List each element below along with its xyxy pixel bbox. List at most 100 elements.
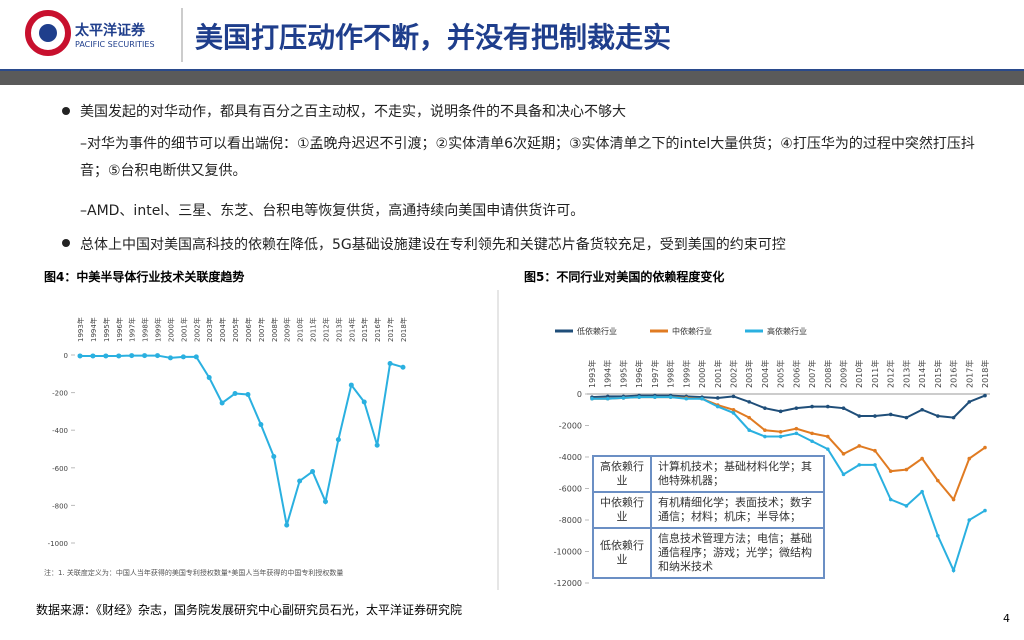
chart-title: 图4：中美半导体行业技术关联度趋势 [44,270,245,284]
point [778,409,783,414]
sub-bullet: –对华为事件的细节可以看出端倪：①孟晚舟迟迟不引渡；②实体清单6次延期；③实体清… [80,131,990,185]
x-tick-label: 1996年 [634,360,644,388]
point [387,360,393,366]
x-tick-label: 2009年 [839,360,849,388]
point [400,364,406,370]
point [936,414,940,418]
sub-bullet: –AMD、intel、三星、东芝、台积电等恢复供货，高通持续向美国申请供货许可。 [80,198,584,225]
chart-note: 注：1. 关联度定义为：中国人当年获得的美国专利授权数量*美国人当年获得的中国专… [44,569,344,577]
point [857,414,862,418]
series-line [80,354,404,526]
x-tick-label: 2010年 [296,317,305,342]
x-tick-label: 1994年 [89,317,98,342]
header-bar [0,70,1024,85]
x-tick-label: 1997年 [650,360,660,388]
x-tick-label: 2006年 [244,317,253,342]
x-tick-label: 2015年 [933,360,943,388]
point [763,428,767,433]
point [167,355,173,361]
x-tick-label: 2001年 [713,360,723,388]
bullet-dot [62,239,70,247]
point [826,404,830,409]
x-tick-label: 2008年 [823,360,833,388]
x-tick-label: 2018年 [980,360,990,388]
point [904,504,909,508]
point [142,353,148,359]
point [810,404,814,409]
point [590,396,594,401]
dash: – [80,136,87,152]
x-tick-label: 2015年 [360,317,369,342]
x-tick-label: 2005年 [231,317,240,342]
point [731,407,736,412]
point [103,353,109,359]
point [129,353,135,359]
point [116,353,122,359]
point [873,463,877,467]
x-tick-label: 2009年 [283,317,292,342]
page-number: 4 [1003,612,1010,625]
x-tick-label: 2000年 [166,317,175,342]
point [841,472,846,477]
x-tick-label: 2016年 [949,360,959,388]
point [983,508,987,513]
table-label: 低依赖行业 [592,527,652,579]
point [258,422,264,428]
point [873,414,877,418]
x-tick-label: 1998年 [141,317,150,342]
x-tick-label: 2016年 [373,317,382,342]
point [763,434,767,439]
point [605,396,610,401]
point [653,395,657,399]
y-tick-label: -10000 [554,548,582,557]
legend-label: 高依赖行业 [767,326,807,336]
x-tick-label: 1993年 [76,317,85,342]
logo-subname: PACIFIC SECURITIES [75,40,155,49]
logo-ring [25,10,71,56]
point [348,382,354,388]
point [904,415,909,420]
x-tick-label: 1999年 [154,317,163,342]
point [951,415,956,420]
x-tick-label: 2018年 [399,317,408,342]
bullet: 美国发起的对华动作，都具有百分之百主动权，不走实，说明条件的不具备和决心不够大 [80,104,626,120]
x-tick-label: 2006年 [791,360,801,388]
point [983,445,987,450]
x-tick-label: 2017年 [386,317,395,342]
point [888,469,893,473]
x-tick-label: 2014年 [917,360,927,388]
point [904,467,909,472]
sub-bullet-text: AMD、intel、三星、东芝、台积电等恢复供货，高通持续向美国申请供货许可。 [87,203,585,219]
point [763,406,767,410]
point [684,396,689,401]
y-tick-label: 0 [64,352,68,360]
point [778,434,783,439]
y-tick-label: -800 [52,502,68,510]
x-tick-label: 2007年 [257,317,266,342]
table-items: 有机精细化学；表面技术；数字通信；材料；机床；半导体； [650,491,825,529]
chart-title: 图5：不同行业对美国的依赖程度变化 [524,270,725,284]
source: 数据来源：《财经》杂志，国务院发展研究中心副研究员石光，太平洋证券研究院 [36,603,463,617]
point [206,375,212,381]
point [951,568,956,573]
point [794,431,799,436]
point [951,497,956,502]
point [841,452,846,456]
point [810,431,814,436]
x-tick-label: 2012年 [321,317,330,342]
y-tick-label: -6000 [559,485,582,494]
point [873,448,877,453]
x-tick-label: 2017年 [964,360,974,388]
point [810,439,814,444]
point [361,399,367,405]
point [731,411,736,415]
x-tick-label: 2014年 [347,317,356,342]
point [180,354,186,360]
x-tick-label: 2012年 [886,360,896,388]
y-tick-label: -200 [52,390,68,398]
x-tick-label: 1995年 [102,317,111,342]
point [920,407,924,412]
y-tick-label: -600 [52,465,68,473]
y-tick-label: -12000 [554,579,582,588]
